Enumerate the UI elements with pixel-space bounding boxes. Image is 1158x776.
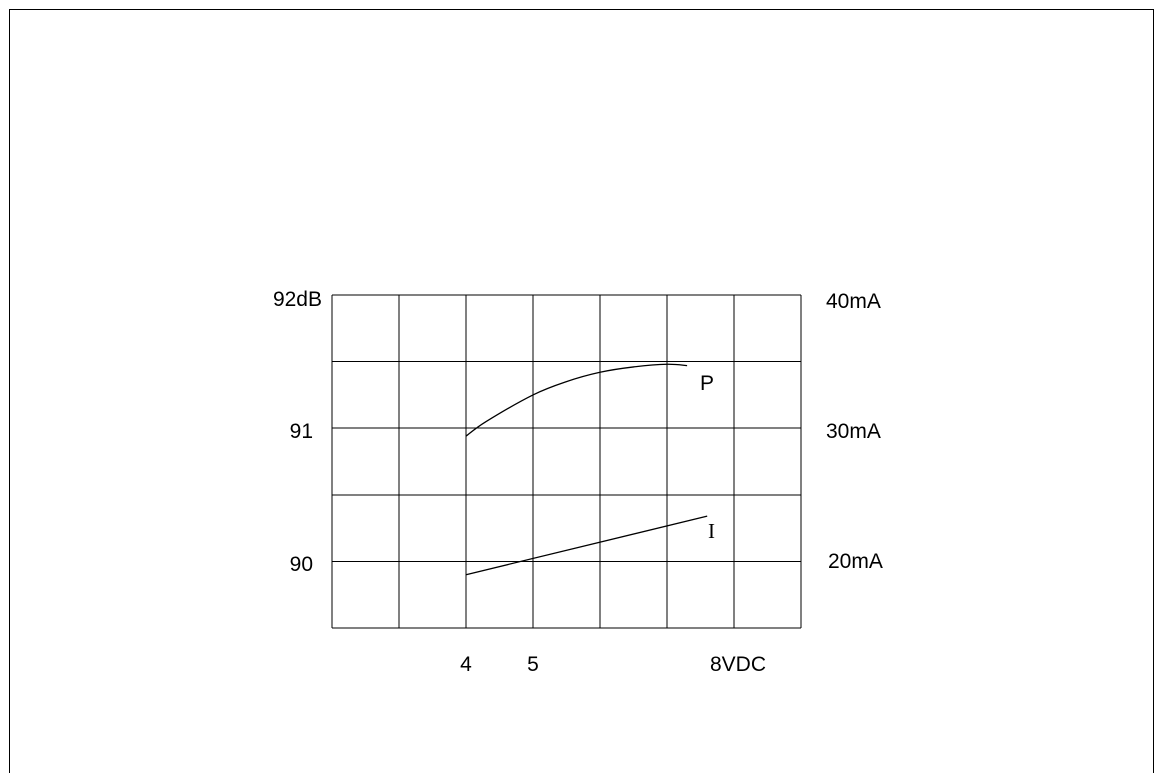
left-tick-label: 92dB bbox=[273, 288, 322, 311]
right-tick-label: 30mA bbox=[826, 420, 881, 443]
left-tick-label: 90 bbox=[290, 553, 313, 576]
x-tick-label: 8VDC bbox=[710, 653, 766, 676]
series-line-i bbox=[465, 515, 708, 576]
x-tick-label: 5 bbox=[527, 653, 539, 676]
chart-labels: 92dB 91 90 40mA 30mA 20mA 4 5 8VDC P I bbox=[273, 288, 883, 676]
figure-frame bbox=[9, 9, 1154, 773]
x-tick-label: 4 bbox=[460, 653, 472, 676]
right-tick-label: 40mA bbox=[826, 290, 881, 313]
series-line-p bbox=[465, 363, 688, 437]
chart-series bbox=[465, 363, 708, 576]
series-label-i: I bbox=[708, 519, 715, 543]
right-tick-label: 20mA bbox=[828, 550, 883, 573]
series-label-p: P bbox=[700, 372, 714, 395]
left-tick-label: 91 bbox=[290, 420, 313, 443]
chart-grid bbox=[331, 294, 802, 629]
